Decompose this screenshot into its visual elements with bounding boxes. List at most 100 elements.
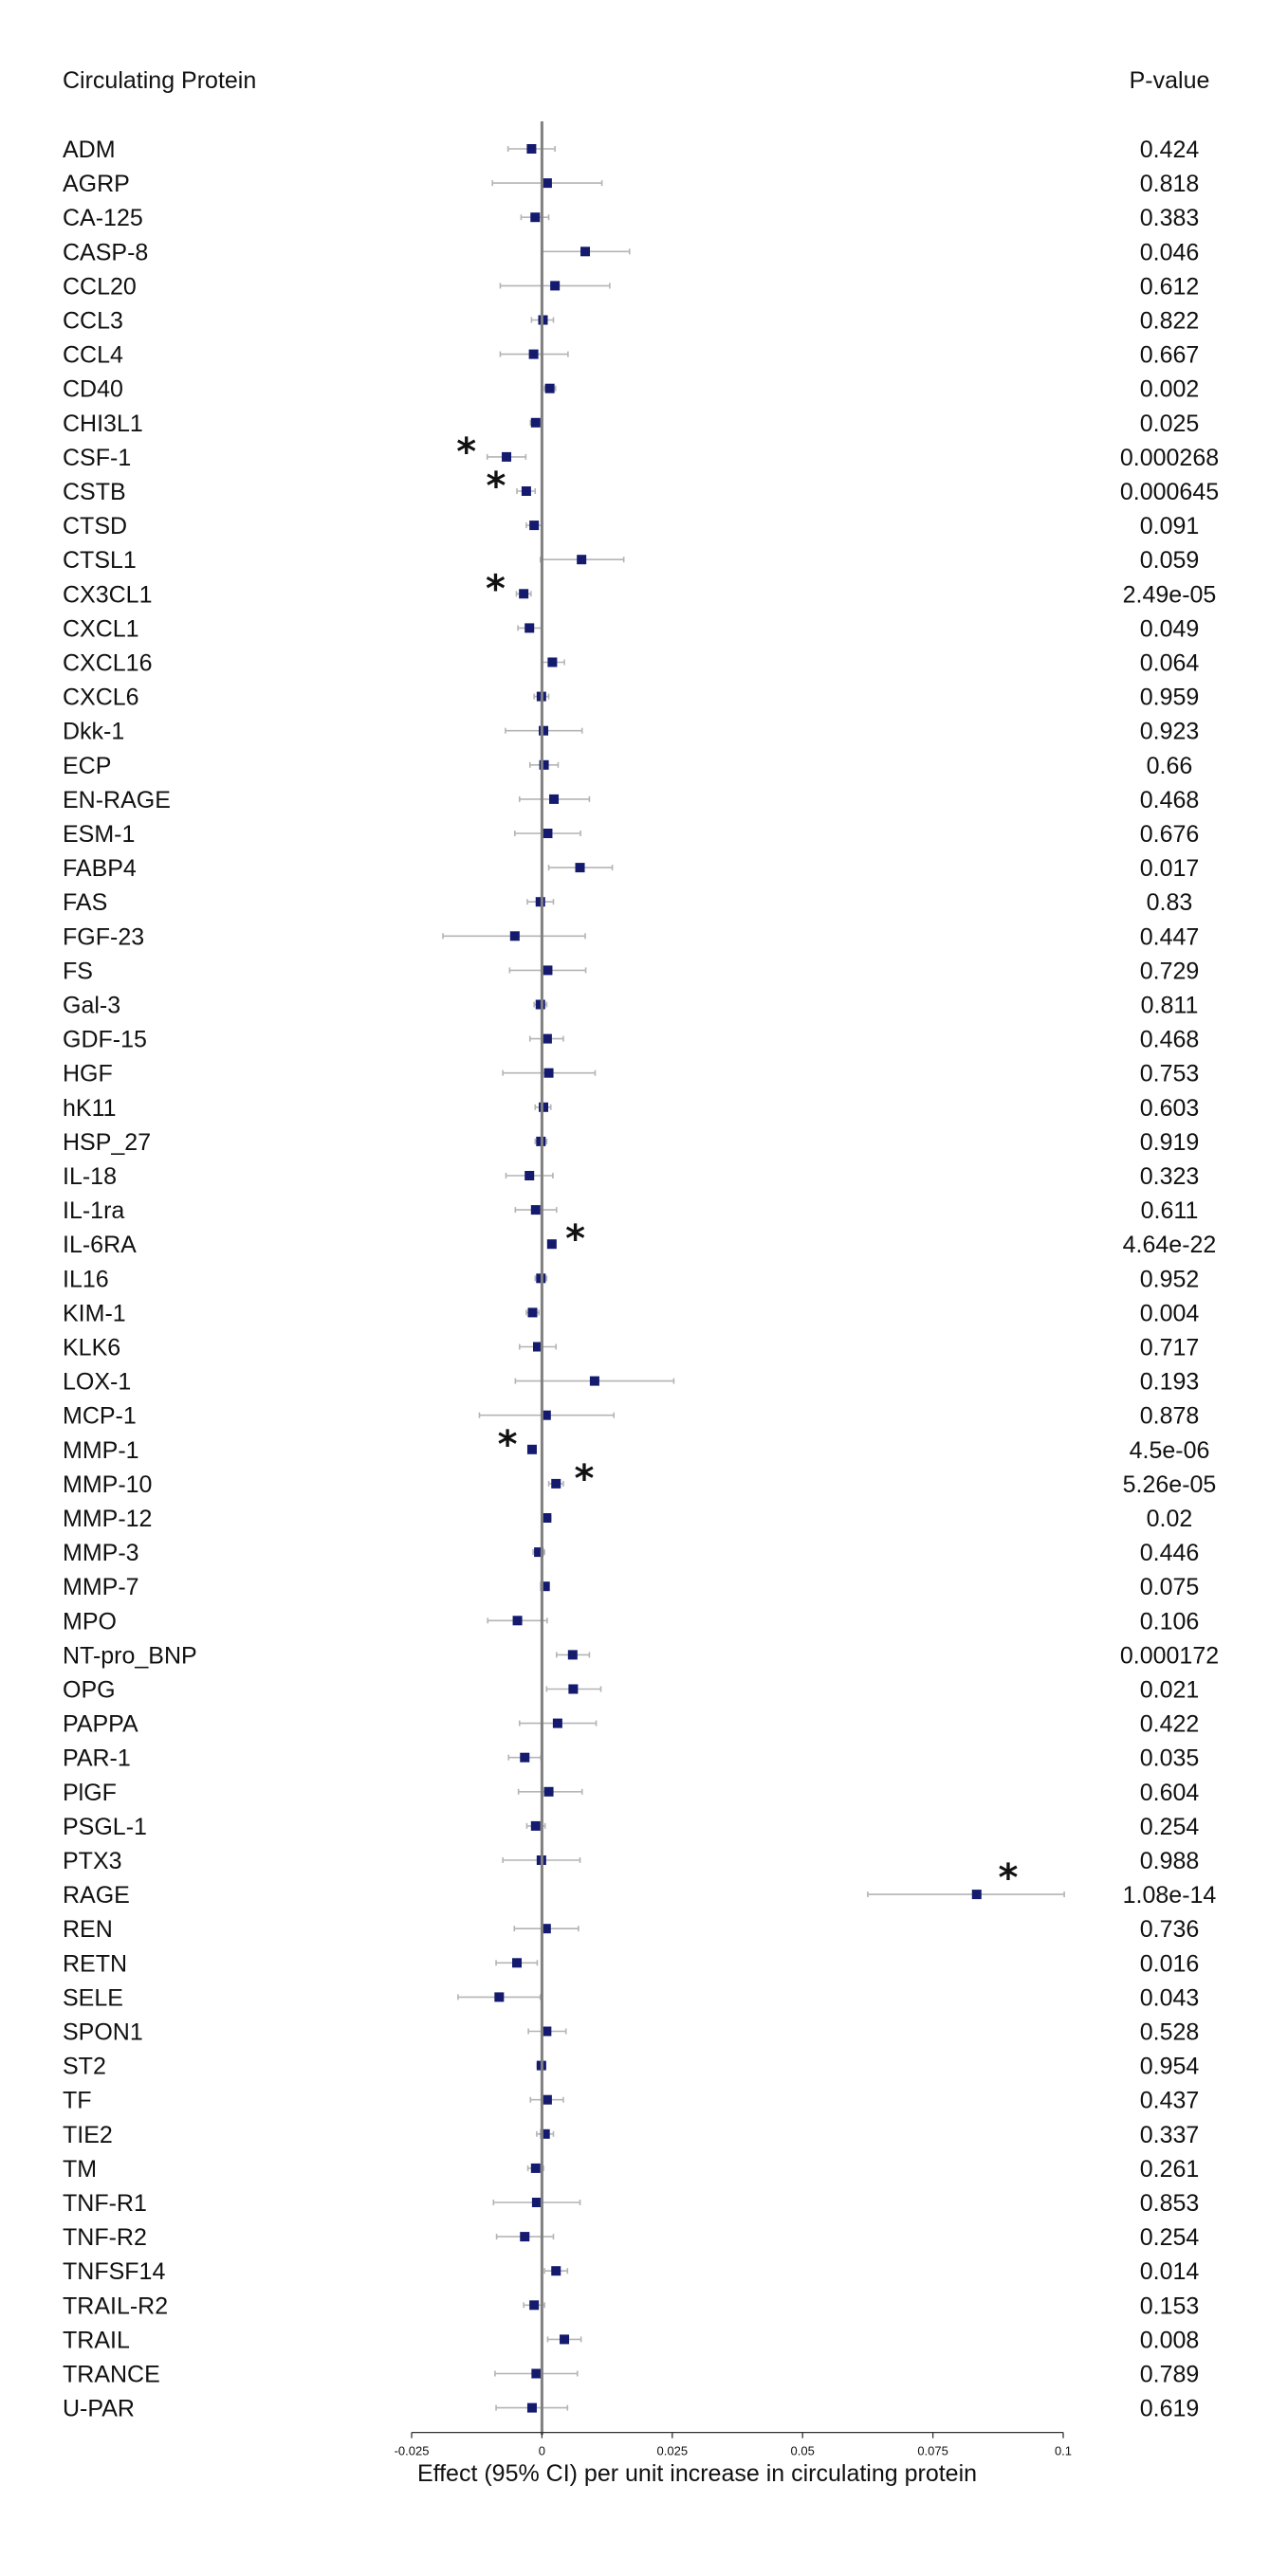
effect-point [530, 1205, 541, 1215]
effect-point [526, 144, 537, 154]
protein-label: FS [63, 958, 93, 984]
significance-marker: * [486, 567, 506, 611]
forest-row: HSP_27 0.919 [63, 1129, 1199, 1156]
effect-point [529, 2300, 540, 2311]
p-value: 0.667 [1140, 342, 1200, 369]
protein-label: FGF-23 [63, 923, 144, 950]
effect-point [543, 829, 553, 838]
protein-label: TM [63, 2156, 97, 2183]
protein-label: REN [63, 1916, 113, 1943]
forest-row: Dkk-1 0.923 [63, 719, 1199, 745]
effect-point [546, 1239, 557, 1250]
forest-row: CD40 0.002 [63, 376, 1199, 403]
p-value: 0.075 [1140, 1574, 1200, 1600]
effect-point [560, 2334, 570, 2345]
protein-label: CX3CL1 [63, 581, 153, 608]
protein-label: MMP-10 [63, 1471, 152, 1498]
forest-row: hK11 0.603 [63, 1095, 1199, 1122]
p-value: 0.447 [1140, 923, 1200, 950]
forest-row: CA-125 0.383 [63, 205, 1199, 231]
forest-row: NT-pro_BNP 0.000172 [63, 1642, 1219, 1669]
effect-point [568, 1684, 579, 1694]
x-axis: -0.025 0 0.025 0.05 0.075 0.1 [395, 121, 1072, 2458]
p-value: 0.818 [1140, 171, 1200, 197]
effect-point [552, 1718, 562, 1728]
p-value: 0.468 [1140, 787, 1200, 813]
protein-label: TNFSF14 [63, 2258, 165, 2285]
p-value: 0.468 [1140, 1027, 1200, 1053]
p-value: 0.422 [1140, 1711, 1200, 1738]
protein-label: PlGF [63, 1780, 117, 1806]
forest-row: LOX-1 0.193 [63, 1369, 1199, 1396]
effect-point [534, 1547, 544, 1558]
p-value: 0.878 [1140, 1403, 1200, 1430]
forest-row: EN-RAGE 0.468 [63, 787, 1199, 813]
effect-point [543, 965, 553, 976]
p-value: 0.064 [1140, 650, 1200, 677]
protein-label: CD40 [63, 376, 123, 403]
forest-row: MMP-12 0.02 [63, 1506, 1192, 1532]
p-value: 0.014 [1140, 2258, 1200, 2285]
protein-label: TF [63, 2088, 92, 2114]
protein-label: CTSD [63, 513, 127, 539]
effect-point [541, 1924, 551, 1934]
effect-point [533, 1342, 543, 1352]
p-value: 0.988 [1140, 1848, 1200, 1874]
p-value: 0.000268 [1120, 445, 1219, 471]
effect-point [551, 2266, 561, 2276]
protein-label: MMP-3 [63, 1540, 139, 1566]
p-value: 0.954 [1140, 2054, 1200, 2080]
protein-label: MMP-7 [63, 1574, 139, 1600]
effect-point [520, 2232, 530, 2242]
forest-row: IL-1ra 0.611 [63, 1197, 1198, 1224]
p-value-column-header: P-value [1130, 67, 1210, 94]
effect-point [543, 1068, 554, 1078]
p-value: 0.66 [1147, 753, 1193, 779]
forest-row: SELE 0.043 [63, 1984, 1199, 2011]
p-value: 2.49e-05 [1123, 581, 1217, 608]
forest-row: OPG 0.021 [63, 1677, 1199, 1704]
significance-marker: * [498, 1423, 518, 1467]
protein-label: CXCL1 [63, 615, 139, 642]
protein-column-header: Circulating Protein [63, 67, 256, 94]
forest-row: CXCL16 0.064 [63, 650, 1199, 677]
forest-row: MMP-7 0.075 [63, 1574, 1199, 1600]
forest-row: TRAIL 0.008 [63, 2327, 1199, 2353]
effect-point [527, 1307, 538, 1318]
protein-label: PAPPA [63, 1711, 138, 1738]
p-value: 0.717 [1140, 1335, 1200, 1361]
protein-label: CSF-1 [63, 445, 131, 471]
effect-point [526, 1444, 537, 1454]
forest-row: RETN 0.016 [63, 1950, 1199, 1977]
protein-label: FABP4 [63, 855, 137, 882]
protein-label: SELE [63, 1984, 123, 2011]
effect-point [512, 1958, 523, 1968]
protein-label: NT-pro_BNP [63, 1642, 197, 1669]
p-value: 0.919 [1140, 1129, 1200, 1156]
protein-label: Dkk-1 [63, 719, 124, 745]
forest-row: CHI3L1 0.025 [63, 411, 1199, 437]
effect-point [575, 863, 585, 873]
protein-label: KLK6 [63, 1335, 120, 1361]
p-value: 0.017 [1140, 855, 1200, 882]
effect-point [539, 1102, 549, 1112]
forest-row: TNF-R2 0.254 [63, 2224, 1199, 2251]
protein-label: MCP-1 [63, 1403, 137, 1430]
protein-label: MMP-12 [63, 1506, 152, 1532]
significance-marker: * [565, 1217, 585, 1261]
protein-label: KIM-1 [63, 1300, 126, 1326]
x-tick-label: 0.075 [917, 2444, 948, 2458]
effect-point [539, 725, 549, 736]
p-value: 0.676 [1140, 821, 1200, 848]
protein-label: TIE2 [63, 2122, 113, 2148]
forest-row: CTSD 0.091 [63, 513, 1199, 539]
effect-point [541, 1410, 551, 1420]
effect-point [544, 383, 555, 393]
forest-row: REN 0.736 [63, 1916, 1199, 1943]
protein-label: PTX3 [63, 1848, 122, 1874]
x-tick-label: 0.1 [1055, 2444, 1072, 2458]
effect-point [530, 212, 541, 223]
protein-label: ECP [63, 753, 111, 779]
effect-point [529, 521, 540, 531]
